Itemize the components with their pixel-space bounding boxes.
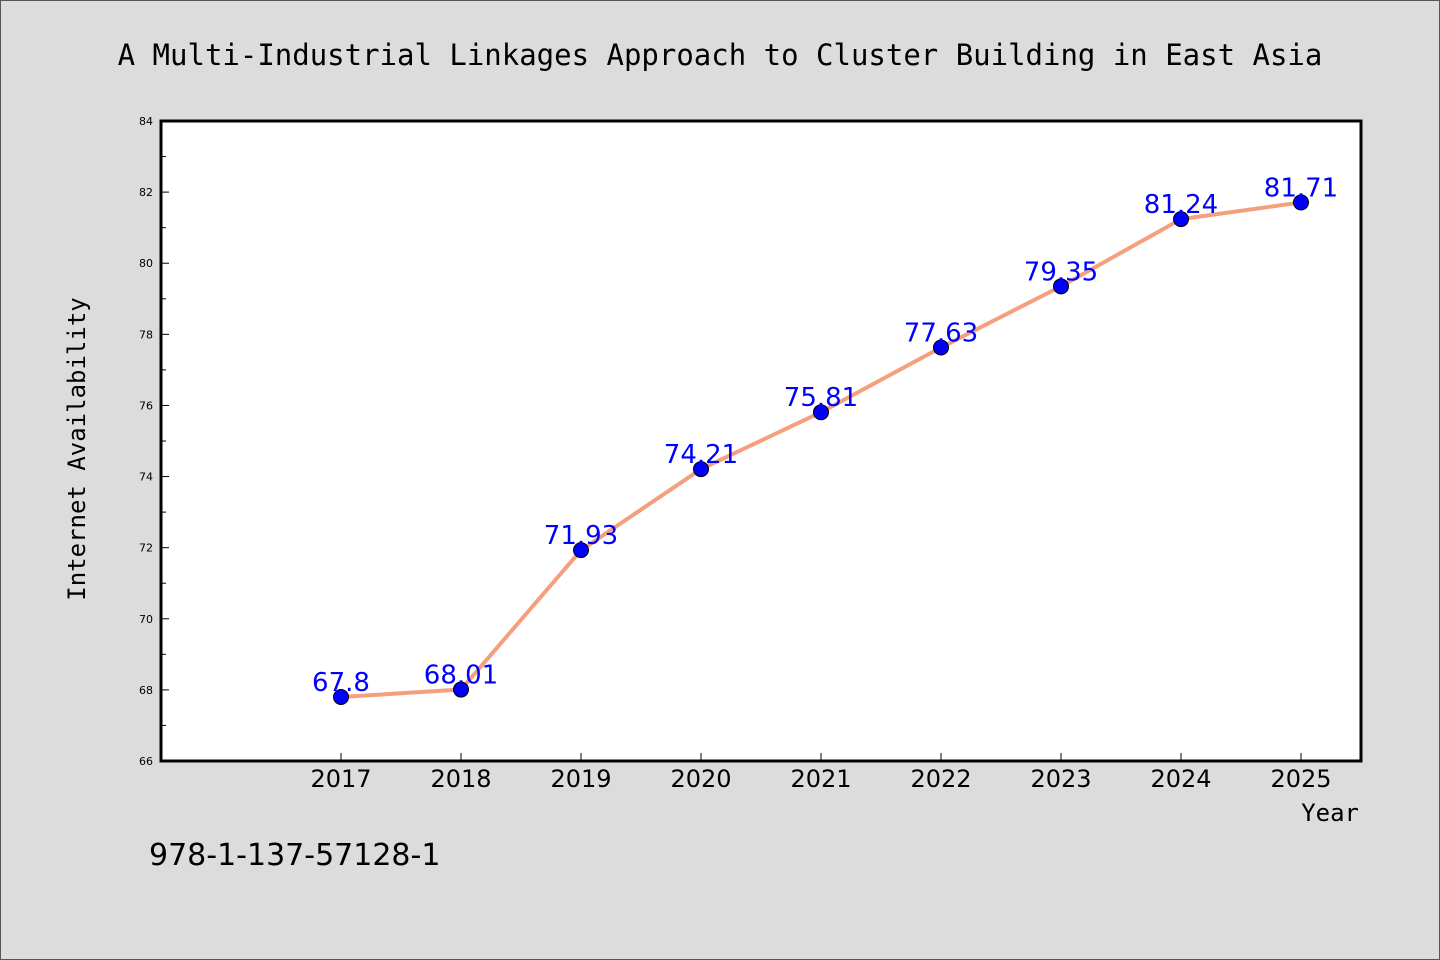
data-label: 81.24 xyxy=(1144,190,1218,220)
x-tick-label: 2024 xyxy=(1150,765,1211,793)
data-label: 74.21 xyxy=(664,440,738,470)
y-axis-title: Internet Availability xyxy=(63,297,91,600)
x-tick-label: 2022 xyxy=(910,765,971,793)
data-point xyxy=(813,404,829,421)
y-axis: 66 68 70 72 74 76 78 80 82 84 xyxy=(139,115,169,768)
x-tick-label: 2023 xyxy=(1030,765,1091,793)
data-point xyxy=(1053,278,1069,295)
data-point xyxy=(573,542,589,559)
data-label: 67.8 xyxy=(312,668,370,698)
y-tick-label: 70 xyxy=(139,613,153,626)
data-point xyxy=(933,339,949,356)
x-tick-label: 2019 xyxy=(550,765,611,793)
y-tick-label: 66 xyxy=(139,755,153,768)
y-tick-label: 82 xyxy=(139,186,153,199)
y-tick-label: 72 xyxy=(139,542,153,555)
data-point xyxy=(333,689,349,705)
x-tick-label: 2025 xyxy=(1270,765,1331,793)
data-label: 75.81 xyxy=(784,383,858,413)
data-label: 79.35 xyxy=(1024,257,1098,287)
data-point xyxy=(1173,211,1189,228)
x-tick-label: 2021 xyxy=(790,765,851,793)
isbn-label: 978-1-137-57128-1 xyxy=(149,838,440,873)
x-tick-label: 2020 xyxy=(670,765,731,793)
x-axis: 2017 2018 2019 2020 2021 2022 2023 2024 2025 xyxy=(310,753,1332,793)
x-tick-label: 2017 xyxy=(310,765,371,793)
y-tick-label: 76 xyxy=(139,399,153,412)
data-point xyxy=(1293,194,1309,211)
data-label: 71.93 xyxy=(544,521,618,551)
data-label: 77.63 xyxy=(904,318,978,348)
y-tick-label: 68 xyxy=(139,684,153,697)
y-tick-label: 78 xyxy=(139,328,153,341)
y-tick-label: 74 xyxy=(139,471,153,484)
chart-title: A Multi-Industrial Linkages Approach to … xyxy=(118,38,1323,72)
data-label: 81.71 xyxy=(1264,173,1338,203)
series-layer: 67.8 68.01 71.93 74.21 75.81 77.63 79.35 81.24 8… xyxy=(312,173,1338,705)
y-tick-label: 80 xyxy=(139,257,153,270)
data-label: 68.01 xyxy=(424,661,498,691)
data-point xyxy=(453,681,469,698)
plot-frame xyxy=(159,119,1363,763)
x-tick-label: 2018 xyxy=(430,765,491,793)
y-tick-label: 84 xyxy=(139,115,153,128)
data-point xyxy=(693,461,709,478)
x-axis-title: Year xyxy=(1301,799,1359,827)
